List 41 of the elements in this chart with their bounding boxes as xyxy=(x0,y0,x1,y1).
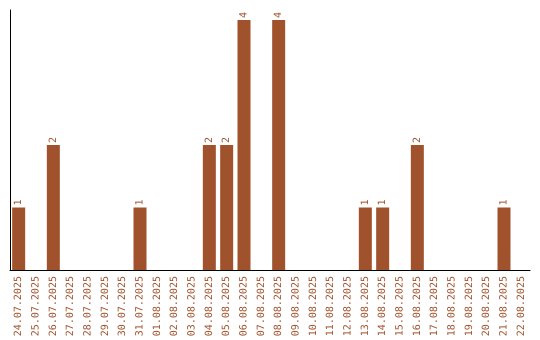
data-label: 2 xyxy=(412,136,423,143)
x-tick-label: 31.07.2025 xyxy=(134,276,146,336)
x-tick-label: 07.08.2025 xyxy=(256,276,267,336)
x-tick-label: 13.08.2025 xyxy=(360,276,371,336)
x-tick-label: 21.08.2025 xyxy=(498,276,510,336)
x-tick-label: 28.07.2025 xyxy=(82,276,94,336)
x-tick-label: 26.07.2025 xyxy=(48,276,59,336)
x-tick-label: 24.07.2025 xyxy=(13,276,24,336)
data-label: 1 xyxy=(498,199,510,206)
x-tick-label: 06.08.2025 xyxy=(238,276,250,336)
x-tick-label: 29.07.2025 xyxy=(100,276,111,336)
x-tick-label: 01.08.2025 xyxy=(152,276,163,336)
x-tick-label: 11.08.2025 xyxy=(325,276,336,336)
x-tick-label: 20.08.2025 xyxy=(481,276,492,336)
x-tick-label: 16.08.2025 xyxy=(412,276,423,336)
data-label: 1 xyxy=(377,199,388,206)
data-label: 4 xyxy=(238,12,250,18)
x-tick-label: 15.08.2025 xyxy=(394,276,406,336)
data-label: 1 xyxy=(360,199,371,206)
x-tick-label: 19.08.2025 xyxy=(464,276,475,336)
x-tick-label: 25.07.2025 xyxy=(30,276,42,336)
data-label: 1 xyxy=(134,199,146,206)
data-label: 1 xyxy=(13,199,24,206)
data-label: 4 xyxy=(273,12,284,18)
x-tick-label: 04.08.2025 xyxy=(204,276,215,336)
x-tick-label: 08.08.2025 xyxy=(273,276,284,336)
x-tick-label: 05.08.2025 xyxy=(221,276,232,336)
x-tick-label: 27.07.2025 xyxy=(65,276,76,336)
data-label: 2 xyxy=(204,136,215,143)
x-tick-label: 17.08.2025 xyxy=(429,276,440,336)
x-tick-label: 09.08.2025 xyxy=(290,276,302,336)
x-tick-label: 30.07.2025 xyxy=(117,276,128,336)
data-label: 2 xyxy=(221,136,232,143)
x-tick-label: 18.08.2025 xyxy=(446,276,458,336)
x-tick-label: 02.08.2025 xyxy=(169,276,180,336)
x-tick-label: 14.08.2025 xyxy=(377,276,388,336)
x-tick-label: 12.08.2025 xyxy=(342,276,354,336)
x-tick-label: 03.08.2025 xyxy=(186,276,198,336)
x-tick-label: 10.08.2025 xyxy=(308,276,319,336)
data-label: 2 xyxy=(48,136,59,143)
x-tick-label: 22.08.2025 xyxy=(516,276,527,336)
